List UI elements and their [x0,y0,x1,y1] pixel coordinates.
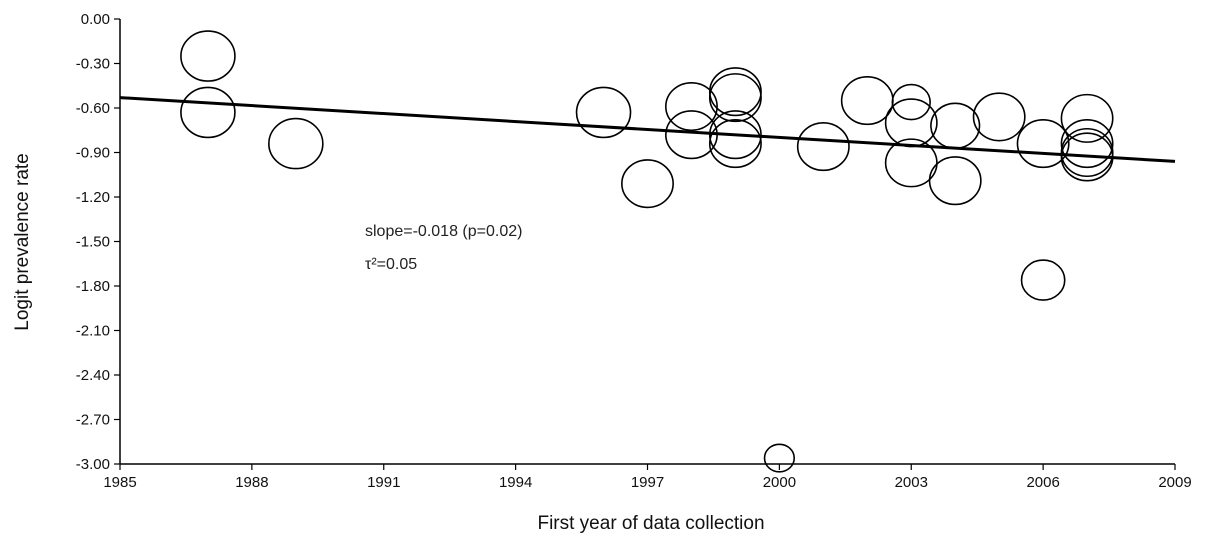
y-tick-label: 0.00 [81,11,110,28]
y-tick-label: -0.30 [76,56,110,73]
data-point-bubble [1060,93,1114,143]
x-tick-label: 1985 [103,474,136,491]
tau-annotation: τ²=0.05 [365,256,417,273]
y-tick-label: -3.00 [76,456,110,473]
data-point-bubble [575,86,632,139]
y-axis: 0.00 -0.30 -0.60 -0.90 -1.20 -1.50 -1.80 -2.10 -… [76,11,121,473]
data-point-bubble [1020,259,1066,301]
data-point-bubble [1060,119,1114,169]
data-point-bubble [1060,127,1114,178]
y-tick-label: -1.50 [76,234,110,251]
data-point-bubble [708,73,762,123]
data-point-bubble [884,138,938,188]
data-point-bubble [928,156,982,206]
data-point-bubble [1016,119,1070,169]
data-point-bubble [621,159,674,209]
data-point-bubble [972,92,1026,142]
x-tick-label: 2000 [763,474,796,491]
data-point-bubble [763,443,796,473]
data-point-bubble [180,86,236,139]
data-point-bubble [708,67,762,117]
data-point-bubble [891,83,931,121]
data-point-bubble [180,30,236,82]
x-tick-label: 2009 [1158,474,1191,491]
data-point-bubble [930,102,981,150]
data-point-bubble [840,76,894,126]
slope-annotation: slope=-0.018 (p=0.02) [365,223,522,240]
x-tick-label: 1994 [499,474,532,491]
x-tick-label: 2003 [895,474,928,491]
x-axis: 1985 1988 1991 1994 1997 2000 2003 2006 2009 [103,463,1192,491]
x-tick-label: 1997 [631,474,664,491]
data-point-bubble [796,122,850,172]
y-axis-title: Logit prevalence rate [12,153,33,330]
x-axis-title: First year of data collection [537,513,764,534]
y-tick-label: -0.60 [76,100,110,117]
regression-line [119,96,1176,163]
x-tick-label: 1991 [367,474,400,491]
x-tick-label: 2006 [1026,474,1059,491]
data-point-bubble [268,117,324,170]
y-tick-label: -2.40 [76,367,110,384]
x-tick-label: 1988 [235,474,268,491]
y-tick-label: -2.10 [76,323,110,340]
data-point-bubble [665,81,718,132]
y-tick-label: -1.20 [76,189,110,206]
y-tick-label: -0.90 [76,145,110,162]
plot-area [119,30,1176,473]
y-tick-label: -2.70 [76,412,110,429]
y-tick-label: -1.80 [76,278,110,295]
data-point-bubble [708,119,762,169]
